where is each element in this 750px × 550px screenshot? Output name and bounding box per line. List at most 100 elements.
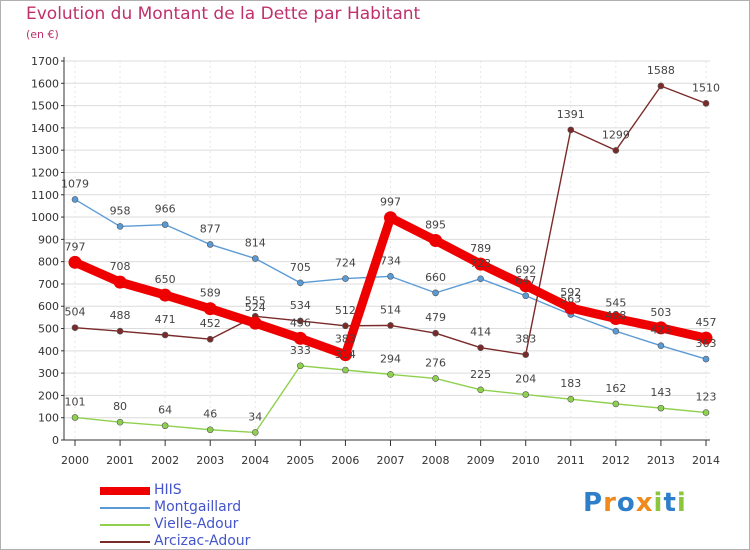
data-point-vielle-adour — [702, 409, 710, 416]
data-label-hiis: 457 — [696, 316, 717, 329]
legend-label-vielle-adour: Vielle-Adour — [154, 516, 239, 532]
data-point-montgaillard — [116, 223, 124, 230]
data-point-hiis — [384, 211, 397, 225]
y-tick-label: 1300 — [31, 144, 59, 157]
legend-label-montgaillard: Montgaillard — [154, 499, 242, 515]
data-label-vielle-adour: 204 — [515, 373, 536, 386]
data-point-vielle-adour — [432, 375, 439, 382]
x-tick-label: 2003 — [196, 454, 224, 467]
x-tick-label: 2006 — [331, 454, 359, 467]
data-label-montgaillard: 958 — [110, 204, 131, 217]
y-tick-label: 0 — [52, 434, 59, 447]
proxiti-logo: Proxiti — [583, 488, 687, 518]
data-point-hiis — [519, 279, 533, 293]
data-label-montgaillard: 647 — [515, 274, 536, 287]
data-point-hiis — [699, 331, 713, 345]
data-point-montgaillard — [161, 221, 169, 228]
logo-letter: r — [603, 488, 617, 518]
legend-swatch-arcizac-adour — [100, 541, 150, 543]
data-label-arcizac-adour: 1588 — [647, 64, 675, 77]
data-label-arcizac-adour: 534 — [290, 299, 311, 312]
data-label-vielle-adour: 80 — [113, 400, 127, 413]
data-label-vielle-adour: 183 — [560, 377, 581, 390]
data-point-vielle-adour — [477, 386, 484, 394]
legend-label-arcizac-adour: Arcizac-Adour — [154, 533, 251, 549]
data-point-montgaillard — [342, 275, 349, 282]
data-label-arcizac-adour: 1391 — [557, 108, 585, 121]
y-tick-label: 1700 — [31, 55, 59, 68]
data-label-hiis: 708 — [110, 260, 131, 273]
x-tick-label: 2008 — [422, 454, 450, 467]
data-point-montgaillard — [297, 279, 304, 287]
data-label-vielle-adour: 101 — [65, 395, 86, 408]
data-point-arcizac-adour — [477, 344, 484, 352]
data-point-montgaillard — [71, 196, 79, 203]
y-tick-label: 1100 — [31, 189, 59, 202]
y-tick-label: 800 — [38, 256, 59, 269]
data-point-hiis — [609, 311, 623, 325]
y-tick-label: 300 — [38, 367, 59, 380]
y-tick-label: 1600 — [31, 77, 59, 90]
data-label-hiis: 997 — [380, 196, 401, 209]
data-label-montgaillard: 734 — [380, 254, 401, 267]
y-tick-label: 600 — [38, 300, 59, 313]
data-point-arcizac-adour — [612, 147, 620, 154]
data-label-hiis: 456 — [290, 316, 311, 329]
data-label-hiis: 524 — [245, 301, 266, 314]
data-point-vielle-adour — [387, 371, 394, 378]
data-label-hiis: 895 — [425, 218, 446, 231]
data-label-arcizac-adour: 504 — [65, 306, 86, 319]
x-tick-label: 2001 — [106, 454, 134, 467]
data-label-arcizac-adour: 1299 — [602, 128, 630, 141]
data-label-vielle-adour: 162 — [605, 382, 626, 395]
data-point-hiis — [654, 321, 668, 335]
y-tick-label: 1000 — [31, 211, 59, 224]
data-label-montgaillard: 877 — [200, 222, 221, 235]
x-tick-label: 2010 — [512, 454, 540, 467]
data-point-hiis — [68, 255, 82, 269]
logo-letter: P — [583, 488, 604, 518]
data-label-vielle-adour: 333 — [290, 344, 311, 357]
logo-letter: x — [635, 488, 654, 518]
data-label-montgaillard: 660 — [425, 271, 446, 284]
data-point-arcizac-adour — [567, 126, 575, 134]
data-point-hiis — [429, 233, 443, 247]
data-point-arcizac-adour — [297, 317, 304, 325]
data-point-montgaillard — [612, 327, 620, 335]
data-label-montgaillard: 723 — [470, 257, 491, 270]
y-tick-label: 200 — [38, 389, 59, 402]
data-label-arcizac-adour: 514 — [380, 303, 401, 316]
data-point-vielle-adour — [657, 404, 665, 412]
data-label-montgaillard: 363 — [696, 337, 717, 350]
legend-swatch-montgaillard — [100, 507, 150, 509]
x-tick-label: 2012 — [602, 454, 630, 467]
data-point-hiis — [293, 331, 307, 345]
logo-letter: t — [663, 488, 677, 518]
chart-subtitle: (en €) — [26, 28, 59, 41]
y-tick-label: 700 — [38, 278, 59, 291]
data-point-arcizac-adour — [657, 82, 665, 90]
data-label-arcizac-adour: 414 — [470, 326, 491, 339]
y-tick-label: 900 — [38, 233, 59, 246]
data-point-hiis — [248, 316, 262, 330]
data-point-vielle-adour — [522, 391, 530, 398]
x-tick-label: 2000 — [61, 454, 89, 467]
logo-letter: i — [676, 488, 687, 518]
data-point-hiis — [158, 288, 172, 302]
data-point-montgaillard — [477, 275, 484, 283]
y-tick-label: 400 — [38, 345, 59, 358]
data-label-hiis: 650 — [155, 273, 176, 286]
x-tick-label: 2005 — [286, 454, 314, 467]
data-label-vielle-adour: 123 — [696, 391, 717, 404]
x-tick-label: 2004 — [241, 454, 269, 467]
data-point-vielle-adour — [612, 400, 620, 408]
x-tick-label: 2002 — [151, 454, 179, 467]
y-tick-label: 500 — [38, 323, 59, 336]
data-point-montgaillard — [657, 342, 665, 349]
data-label-arcizac-adour: 555 — [245, 294, 266, 307]
data-point-montgaillard — [387, 273, 394, 280]
y-tick-label: 100 — [38, 412, 59, 425]
data-label-vielle-adour: 46 — [203, 408, 217, 421]
data-label-montgaillard: 563 — [560, 292, 581, 305]
